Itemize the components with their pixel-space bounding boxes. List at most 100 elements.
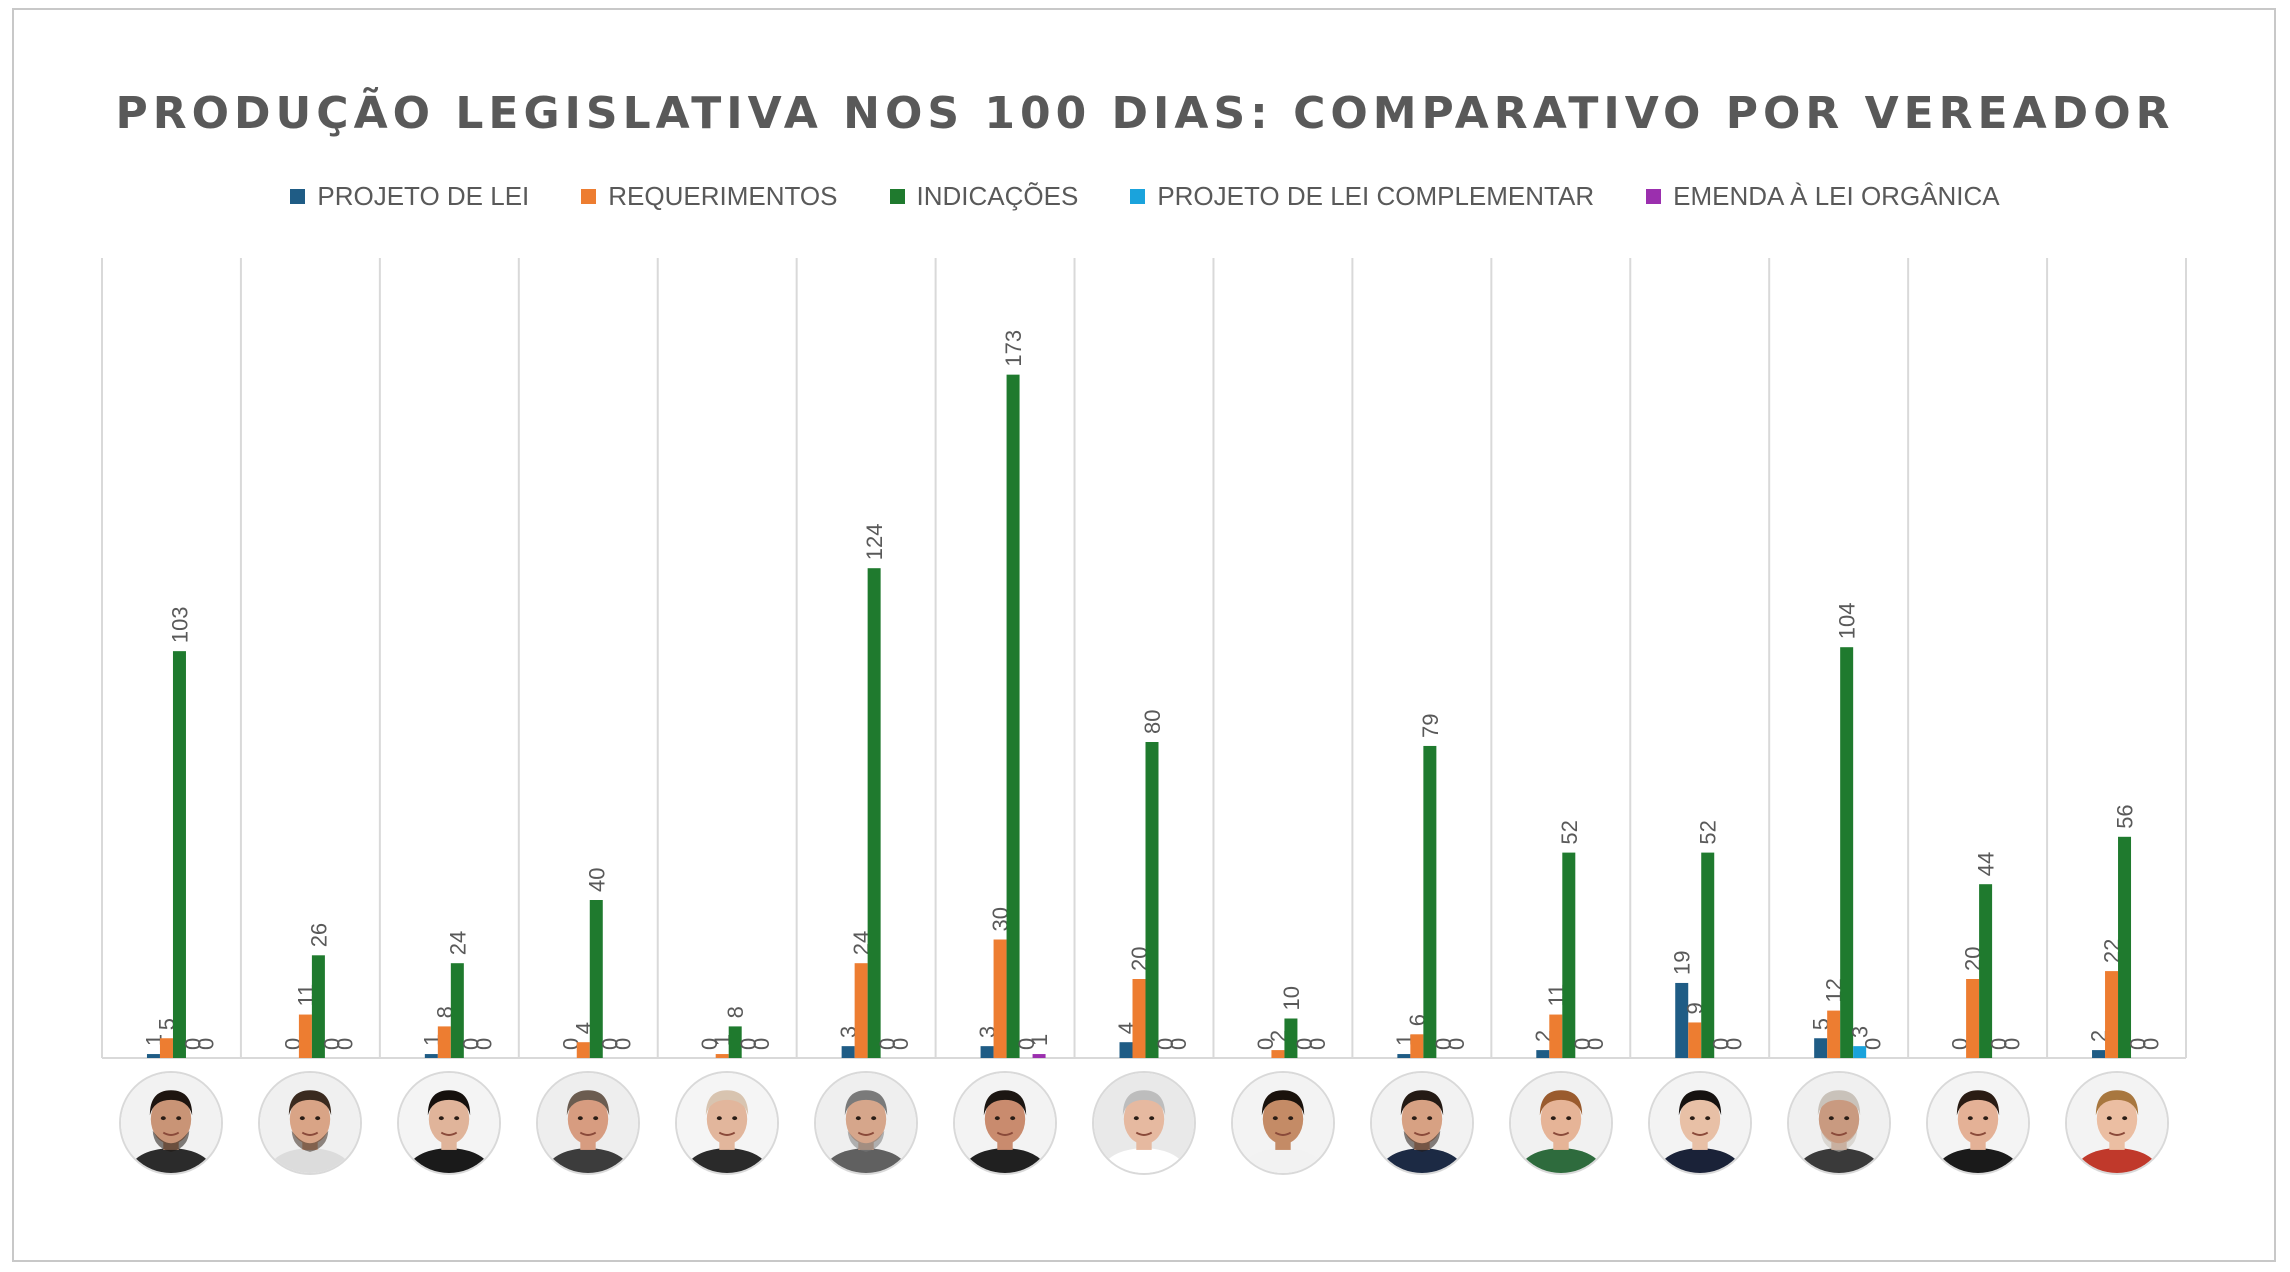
- bar: [1549, 1014, 1563, 1058]
- data-label: 0: [193, 1038, 218, 1050]
- bar: [1006, 374, 1020, 1058]
- data-label: 173: [1001, 330, 1026, 367]
- legend-swatch: [1130, 189, 1146, 204]
- legend-swatch: [889, 189, 905, 204]
- data-label: 0: [1722, 1038, 1747, 1050]
- bar: [1675, 982, 1689, 1058]
- legend-swatch: [290, 189, 306, 204]
- councillor-portrait-icon: [536, 1071, 641, 1175]
- councillor-portrait-icon: [1647, 1071, 1752, 1175]
- bar: [437, 1026, 451, 1058]
- data-label: 103: [167, 606, 192, 643]
- legend-item: PROJETO DE LEI COMPLEMENTAR: [1130, 181, 1594, 212]
- data-label: 0: [1014, 1038, 1039, 1050]
- legend-item: REQUERIMENTOS: [581, 181, 838, 212]
- bar: [1119, 1042, 1133, 1058]
- bar: [1423, 745, 1437, 1058]
- data-label: 52: [1557, 820, 1582, 844]
- councillor-portrait-icon: [397, 1071, 502, 1175]
- data-label: 0: [180, 1038, 205, 1050]
- bar: [2092, 1050, 2106, 1058]
- councillor-portrait-icon: [119, 1071, 224, 1175]
- legend-label: EMENDA À LEI ORGÂNICA: [1673, 181, 2000, 211]
- data-label: 0: [1709, 1038, 1734, 1050]
- data-label: 79: [1418, 713, 1443, 737]
- bar: [1397, 1054, 1411, 1058]
- chart-legend: PROJETO DE LEI REQUERIMENTOS INDICAÇÕES PRO…: [0, 181, 2290, 212]
- councillor-portrait-icon: [1230, 1071, 1335, 1175]
- bar: [2118, 836, 2132, 1058]
- data-label: 0: [1861, 1038, 1886, 1050]
- data-label: 0: [875, 1038, 900, 1050]
- data-label: 0: [2000, 1038, 2025, 1050]
- legend-label: PROJETO DE LEI: [317, 181, 530, 211]
- bar: [450, 963, 464, 1058]
- councillor-portrait-icon: [1092, 1071, 1196, 1175]
- bar: [1966, 979, 1980, 1058]
- councillor-portrait-icon: [258, 1071, 363, 1175]
- data-label: 26: [306, 923, 331, 947]
- legend-swatch: [1646, 189, 1662, 204]
- bar: [1271, 1050, 1285, 1058]
- data-label: 0: [1431, 1038, 1456, 1050]
- legend-swatch: [581, 189, 597, 204]
- data-label: 52: [1696, 820, 1721, 844]
- bar: [993, 939, 1007, 1058]
- bar: [146, 1054, 160, 1058]
- bar: [728, 1026, 742, 1058]
- data-label: 56: [2113, 804, 2138, 828]
- legend-label: REQUERIMENTOS: [608, 181, 838, 211]
- data-label: 0: [2126, 1038, 2151, 1050]
- data-label: 0: [458, 1038, 483, 1050]
- data-label: 0: [1166, 1038, 1191, 1050]
- councillor-portrait-icon: [953, 1071, 1058, 1175]
- bar: [1145, 742, 1159, 1058]
- data-label: 124: [862, 523, 887, 560]
- data-label: 0: [319, 1038, 344, 1050]
- councillor-portrait-icon: [1786, 1071, 1891, 1175]
- bar: [311, 955, 325, 1058]
- bar: [1840, 647, 1854, 1058]
- data-label: 40: [584, 868, 609, 892]
- data-label: 0: [597, 1038, 622, 1050]
- bar: [1132, 979, 1146, 1058]
- legend-label: PROJETO DE LEI COMPLEMENTAR: [1157, 181, 1595, 211]
- councillor-portrait-icon: [1369, 1071, 1474, 1175]
- legend-label: INDICAÇÕES: [916, 181, 1079, 211]
- chart-title: PRODUÇÃO LEGISLATIVA NOS 100 DIAS: COMPA…: [115, 88, 2175, 139]
- bar: [172, 651, 186, 1058]
- legend-item: PROJETO DE LEI: [290, 181, 529, 212]
- data-label: 0: [1987, 1038, 2012, 1050]
- bar: [1853, 1046, 1867, 1058]
- bar: [1536, 1050, 1550, 1058]
- data-label: 80: [1140, 710, 1165, 734]
- data-label: 10: [1279, 986, 1304, 1010]
- data-label: 0: [697, 1038, 722, 1050]
- bar: [854, 963, 868, 1058]
- bar: [424, 1054, 438, 1058]
- bar: [589, 900, 603, 1058]
- legend-item: INDICAÇÕES: [889, 181, 1079, 212]
- data-label: 0: [332, 1038, 357, 1050]
- legend-item: EMENDA À LEI ORGÂNICA: [1646, 181, 2000, 212]
- data-label: 0: [1305, 1038, 1330, 1050]
- bar: [1688, 1022, 1702, 1058]
- data-label: 0: [888, 1038, 913, 1050]
- councillor-portrait-icon: [675, 1071, 780, 1175]
- councillor-portrait-icon: [1508, 1071, 1613, 1175]
- bar: [298, 1014, 312, 1058]
- bar: [1979, 884, 1993, 1058]
- bar: [1284, 1018, 1298, 1058]
- bar: [715, 1054, 729, 1058]
- data-label: 0: [471, 1038, 496, 1050]
- bar: [867, 568, 881, 1058]
- data-label: 8: [723, 1006, 748, 1018]
- data-label: 3: [1848, 1026, 1873, 1038]
- bar: [1032, 1054, 1046, 1058]
- bar: [2105, 971, 2119, 1058]
- bar: [576, 1042, 590, 1058]
- data-label: 0: [736, 1038, 761, 1050]
- bar: [1410, 1034, 1424, 1058]
- data-label: 0: [2139, 1038, 2164, 1050]
